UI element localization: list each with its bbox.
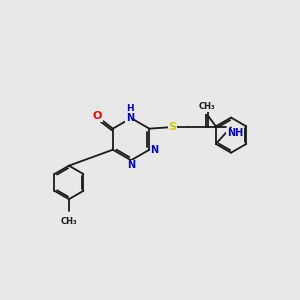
Text: N: N (127, 160, 135, 170)
Text: CH₃: CH₃ (199, 102, 215, 111)
Text: H: H (126, 104, 134, 113)
Text: N: N (126, 112, 134, 123)
Text: S: S (168, 122, 176, 132)
Text: O: O (93, 111, 102, 121)
Text: N: N (150, 145, 158, 155)
Text: CH₃: CH₃ (61, 217, 77, 226)
Text: NH: NH (227, 128, 243, 138)
Text: O: O (197, 103, 206, 113)
